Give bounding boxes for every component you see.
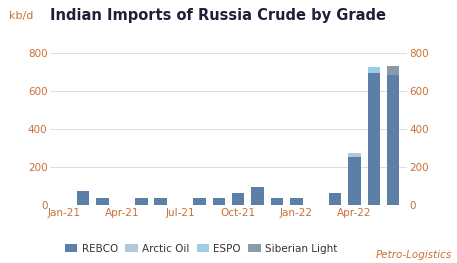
Bar (271, 199, 283, 205)
Bar (232, 193, 244, 205)
Bar (348, 153, 361, 158)
Bar (193, 199, 206, 205)
Bar (154, 199, 167, 205)
Bar (77, 191, 90, 205)
Legend: REBCO, Arctic Oil, ESPO, Siberian Light: REBCO, Arctic Oil, ESPO, Siberian Light (61, 239, 341, 258)
Bar (367, 67, 380, 73)
Bar (96, 199, 109, 205)
Bar (387, 66, 399, 75)
Bar (135, 199, 148, 205)
Bar (367, 73, 380, 205)
Bar (213, 199, 225, 205)
Text: Indian Imports of Russia Crude by Grade: Indian Imports of Russia Crude by Grade (50, 8, 386, 23)
Text: kb/d: kb/d (9, 11, 33, 21)
Bar (251, 187, 264, 205)
Bar (387, 75, 399, 205)
Bar (290, 199, 303, 205)
Bar (329, 193, 341, 205)
Text: Petro-Logistics: Petro-Logistics (376, 250, 452, 260)
Bar (348, 158, 361, 205)
